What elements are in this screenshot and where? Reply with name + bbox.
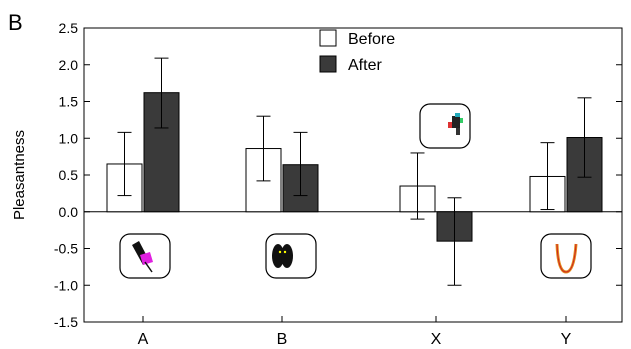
- icon-shape: [452, 116, 460, 128]
- icon-shape: [556, 243, 577, 273]
- icon-shape: [278, 250, 282, 254]
- pink-object-icon: [119, 233, 171, 279]
- y-tick-label: 2.5: [59, 20, 79, 36]
- legend-label-before: Before: [348, 31, 395, 48]
- y-tick-label: -1.5: [54, 314, 78, 330]
- y-tick-label: -1.0: [54, 277, 78, 293]
- y-tick-label: 2.0: [59, 57, 79, 73]
- icon-shape: [140, 252, 153, 265]
- icon-shape: [456, 128, 460, 135]
- legend: Before After: [319, 29, 395, 74]
- y-tick-label: 0.5: [59, 167, 79, 183]
- legend-label-after: After: [348, 57, 382, 74]
- y-tick-label: 1.5: [59, 94, 79, 110]
- x-tick-label: A: [138, 331, 149, 348]
- bars: [106, 92, 603, 242]
- icon-shape: [283, 250, 287, 254]
- colored-figure-icon: [419, 103, 471, 149]
- y-tick-label: -0.5: [54, 241, 78, 257]
- y-tick-label: 1.0: [59, 130, 79, 146]
- icon-shape: [460, 118, 463, 123]
- orange-u-shape-icon: [540, 233, 592, 279]
- y-axis-label: Pleasantness: [11, 130, 28, 220]
- icon-shape: [281, 244, 293, 268]
- black-ovals-icon: [265, 233, 317, 279]
- icon-shape: [455, 113, 460, 117]
- panel-label: B: [8, 10, 23, 35]
- x-tick-label: B: [277, 331, 288, 348]
- icon-shape: [272, 244, 284, 268]
- legend-swatch-before: [319, 29, 337, 47]
- icon-frame: [540, 233, 592, 279]
- x-tick-label: X: [431, 331, 442, 348]
- y-tick-label: 0.0: [59, 204, 79, 220]
- legend-swatch-after: [319, 55, 337, 73]
- error-bars: [117, 57, 592, 286]
- x-tick-label: Y: [561, 331, 572, 348]
- icon-frame: [419, 103, 471, 149]
- icon-shape: [144, 261, 153, 273]
- stimulus-icons: [119, 103, 592, 279]
- icon-shape: [448, 122, 452, 128]
